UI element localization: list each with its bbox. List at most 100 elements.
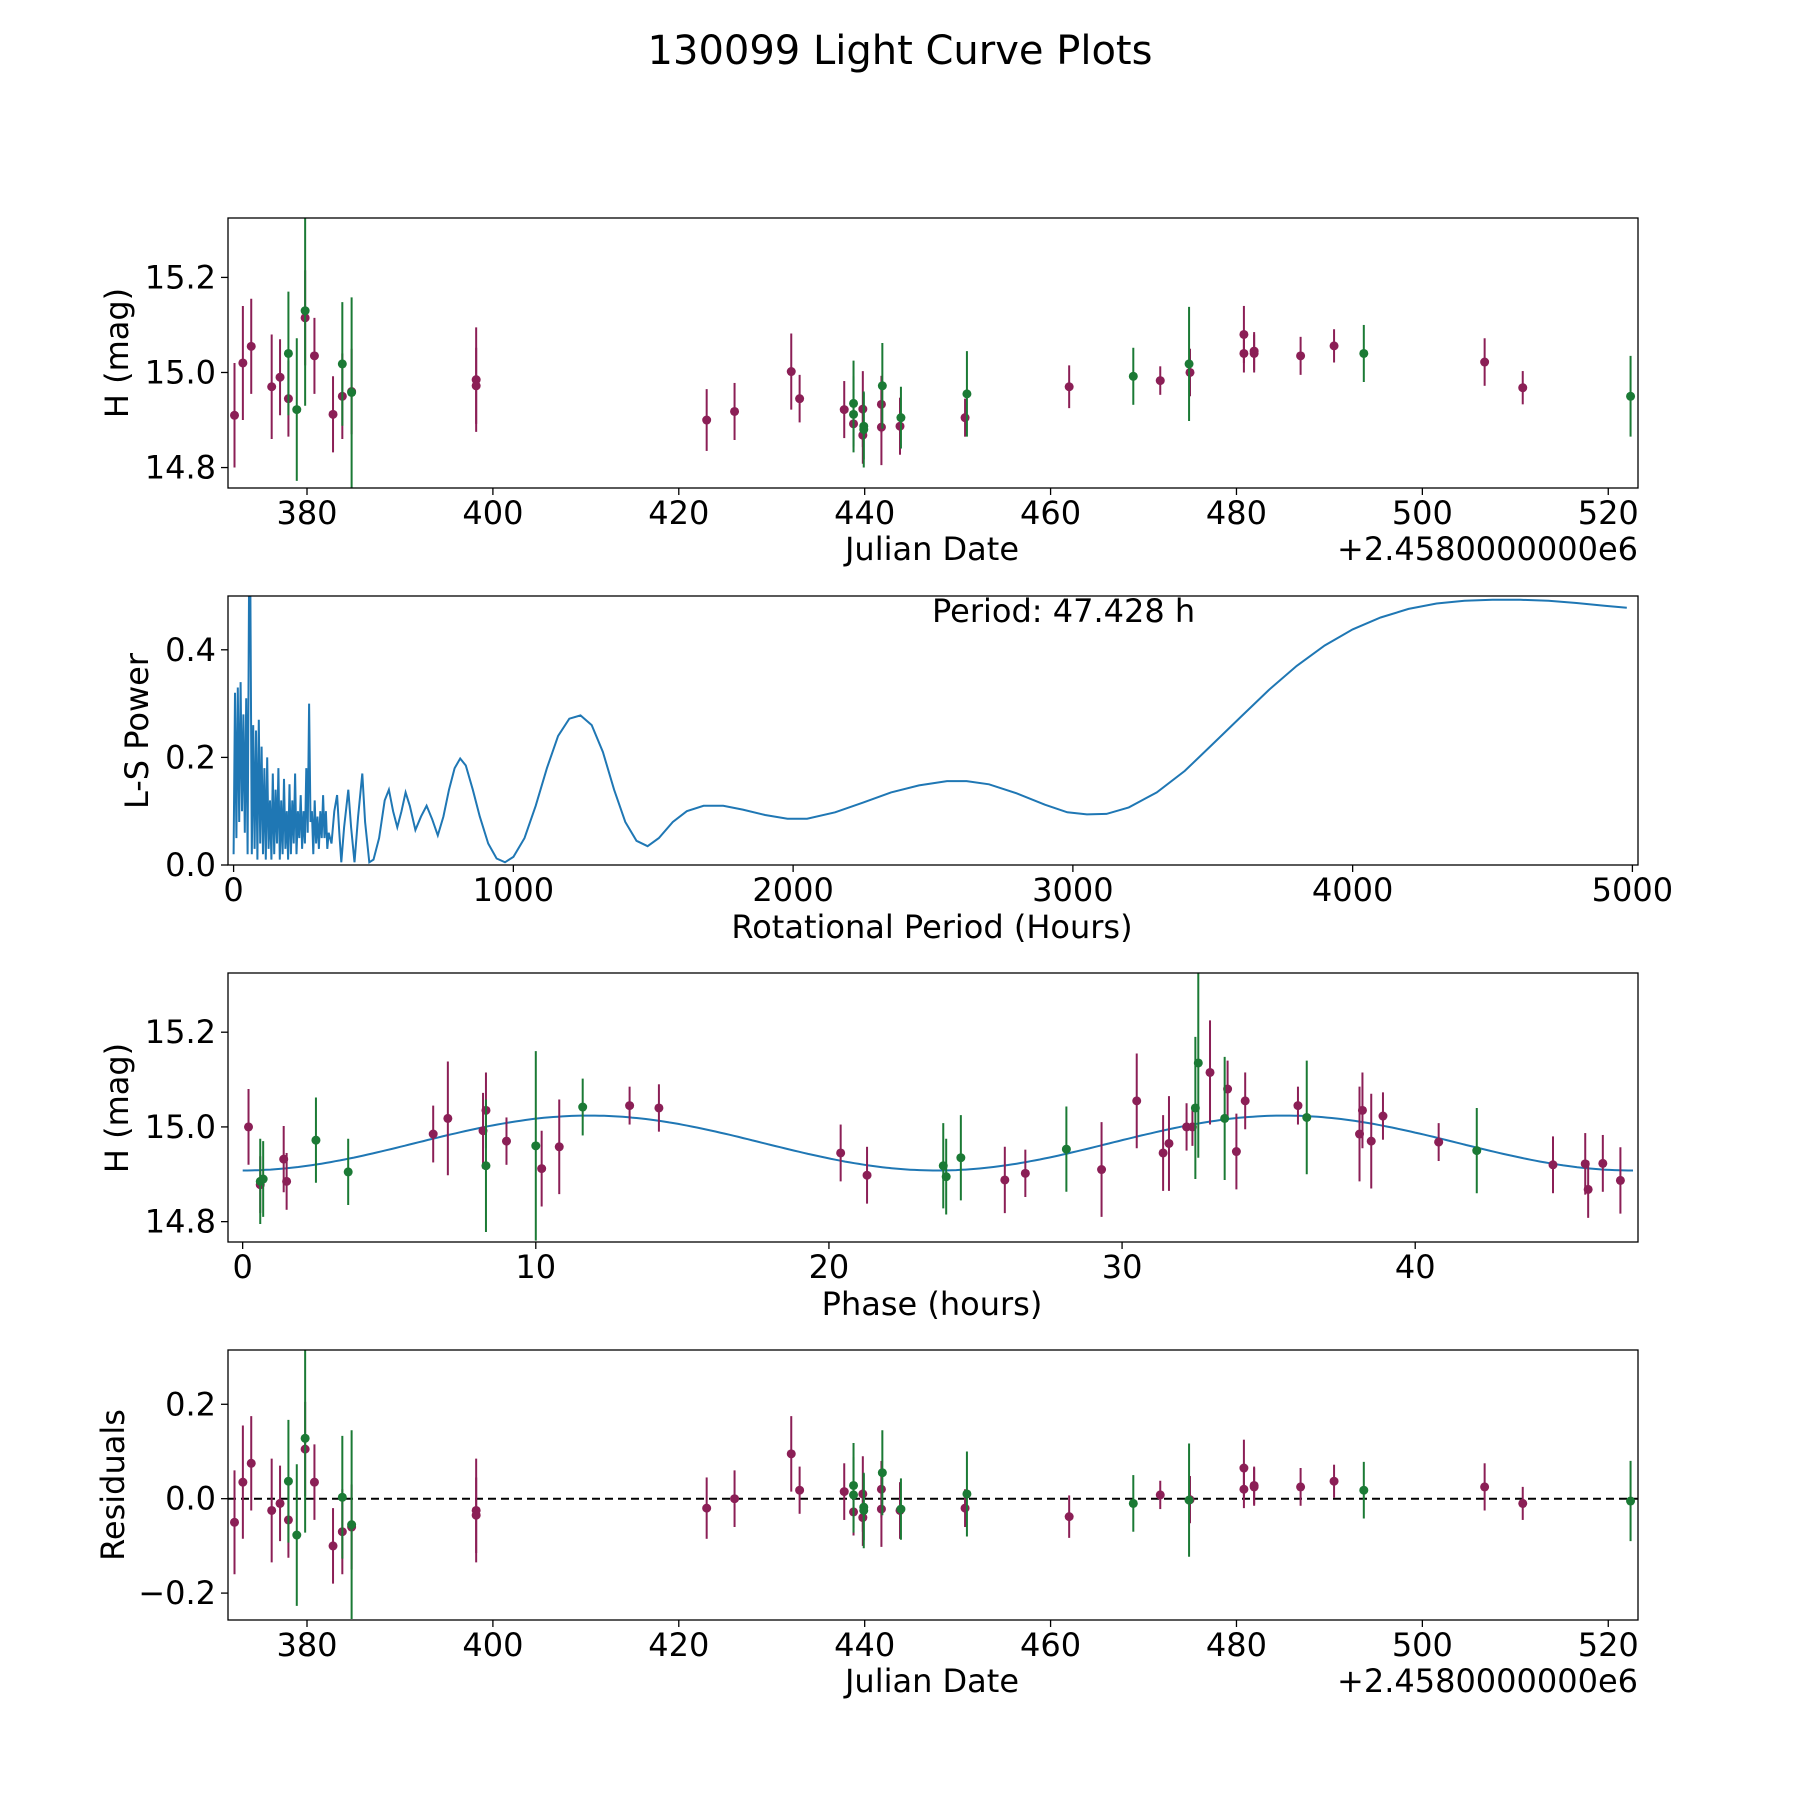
phased-filter_g-point [531, 1141, 541, 1151]
phased-filter_r-point [1000, 1175, 1010, 1185]
residuals-filter_r-point [795, 1485, 805, 1495]
light-curve-x-tick-label: 480 [1206, 494, 1267, 532]
residuals-filter_g-point [1626, 1496, 1636, 1506]
periodogram-plot-area [232, 596, 1627, 865]
residuals-filter_r-point [275, 1498, 285, 1508]
figure-title: 130099 Light Curve Plots [648, 28, 1153, 74]
light-curve-filter_r-point [702, 415, 712, 425]
phased-filter_r-point [1231, 1147, 1241, 1157]
phased-filter_r-point [443, 1113, 453, 1123]
residuals-filter_r-point [1239, 1484, 1249, 1494]
light-curve-filter_g-point [1128, 371, 1138, 381]
residuals-filter_r-point [309, 1477, 319, 1487]
residuals-x-tick-label: 480 [1206, 1626, 1267, 1664]
residuals-filter_g-point [337, 1492, 347, 1502]
phased-filter_r-point [654, 1103, 664, 1113]
residuals-filter_r-point [246, 1458, 256, 1468]
light-curve-filter_r-point [267, 382, 277, 392]
residuals-y-tick-label: −0.2 [138, 1574, 216, 1612]
residuals-plot-area [228, 1350, 1638, 1620]
residuals-x-tick-label: 440 [834, 1626, 895, 1664]
residuals-filter_r-point [1249, 1482, 1259, 1492]
light-curve-filter_g-point [877, 381, 887, 391]
phased-x-tick-label: 40 [1395, 1248, 1436, 1286]
light-curve-filter_r-point [1239, 348, 1249, 358]
light-curve-y-tick-label: 15.2 [145, 258, 216, 296]
light-curve-x-tick-label: 420 [648, 494, 709, 532]
light-curve-x-label: Julian Date [843, 530, 1019, 568]
periodogram-y-tick-label: 0.4 [165, 631, 216, 669]
phased-filter_g-point [956, 1153, 966, 1163]
residuals-filter_g-point [347, 1520, 357, 1530]
periodogram-y-label: L-S Power [118, 652, 156, 809]
period-annotation: Period: 47.428 h [932, 592, 1195, 630]
phased-y-tick-label: 14.8 [145, 1203, 216, 1241]
light-curve-plot-area [230, 218, 1636, 488]
light-curve-filter_g-point [283, 348, 293, 358]
residuals-x-tick-label: 520 [1578, 1626, 1639, 1664]
light-curve-x-tick-label: 460 [1020, 494, 1081, 532]
light-curve-filter_r-point [328, 409, 338, 419]
light-curve-filter_r-point [839, 405, 849, 415]
phased-filter_g-point [311, 1135, 321, 1145]
periodogram-y-tick-label: 0.2 [165, 738, 216, 776]
periodogram-x-tick-label: 2000 [752, 871, 833, 909]
residuals-filter_r-point [1239, 1463, 1249, 1473]
phased-x-tick-label: 30 [1102, 1248, 1143, 1286]
light-curve-filter_r-point [1064, 382, 1074, 392]
phased-filter_r-point [625, 1101, 635, 1111]
phased-filter_r-point [1097, 1165, 1107, 1175]
residuals-x-tick-label: 500 [1392, 1626, 1453, 1664]
residuals-x-tick-label: 380 [276, 1626, 337, 1664]
light-curve-x-tick-label: 400 [462, 494, 523, 532]
residuals-filter_r-point [1064, 1512, 1074, 1522]
light-curve-filter_g-point [347, 387, 357, 397]
phased-filter_r-point [1164, 1138, 1174, 1148]
phased-filter_g-point [481, 1161, 491, 1171]
light-curve-y-label: H (mag) [98, 288, 136, 418]
light-curve-filter_r-point [1155, 376, 1165, 386]
light-curve-filter_r-point [1518, 383, 1528, 393]
phased-filter_g-point [1302, 1112, 1312, 1122]
residuals-filter_r-point [1296, 1482, 1306, 1492]
residuals-filter_r-point [267, 1505, 277, 1515]
residuals-x-tick-label: 400 [462, 1626, 523, 1664]
periodogram-x-tick-label: 5000 [1592, 871, 1673, 909]
light-curve-x-tick-label: 380 [276, 494, 337, 532]
phased-filter_g-point [343, 1167, 353, 1177]
residuals-filter_g-point [1128, 1498, 1138, 1508]
residuals-filter_r-point [471, 1510, 481, 1520]
periodogram-x-tick-label: 0 [223, 871, 243, 909]
light-curve-filter_r-point [275, 372, 285, 382]
residuals-filter_g-point [896, 1504, 906, 1514]
light-curve-x-tick-label: 500 [1392, 494, 1453, 532]
phased-x-tick-label: 10 [515, 1248, 556, 1286]
residuals-filter_r-point [1480, 1482, 1490, 1492]
light-curve-filter_r-point [471, 381, 481, 391]
residuals-filter_g-point [1359, 1485, 1369, 1495]
residuals-frame [227, 1349, 1639, 1621]
residuals-filter_g-point [300, 1433, 310, 1443]
periodogram-power-line [232, 596, 1627, 865]
phased-filter_r-point [1434, 1137, 1444, 1147]
residuals-x-tick-label: 420 [648, 1626, 709, 1664]
residuals-filter_g-point [292, 1530, 302, 1540]
phased-y-tick-label: 15.2 [145, 1013, 216, 1051]
light-curve-filter_r-point [1249, 348, 1259, 358]
phased-filter_g-point [1472, 1146, 1482, 1156]
phased-filter_r-point [1615, 1175, 1625, 1185]
phased-filter_r-point [1132, 1096, 1142, 1106]
light-curve-filter_g-point [1184, 359, 1194, 369]
light-curve-filter_r-point [230, 410, 240, 420]
light-curve-filter_r-point [1329, 341, 1339, 351]
phased-filter_g-point [578, 1102, 588, 1112]
phased-filter_r-point [1583, 1184, 1593, 1194]
residuals-x-label: Julian Date [843, 1662, 1019, 1700]
periodogram-x-tick-label: 1000 [473, 871, 554, 909]
phased-filter_r-point [1548, 1160, 1558, 1170]
residuals-filter_g-point [962, 1489, 972, 1499]
light-curve-filter_r-point [238, 358, 248, 368]
residuals-filter_r-point [230, 1517, 240, 1527]
light-curve-y-tick-label: 14.8 [145, 449, 216, 487]
